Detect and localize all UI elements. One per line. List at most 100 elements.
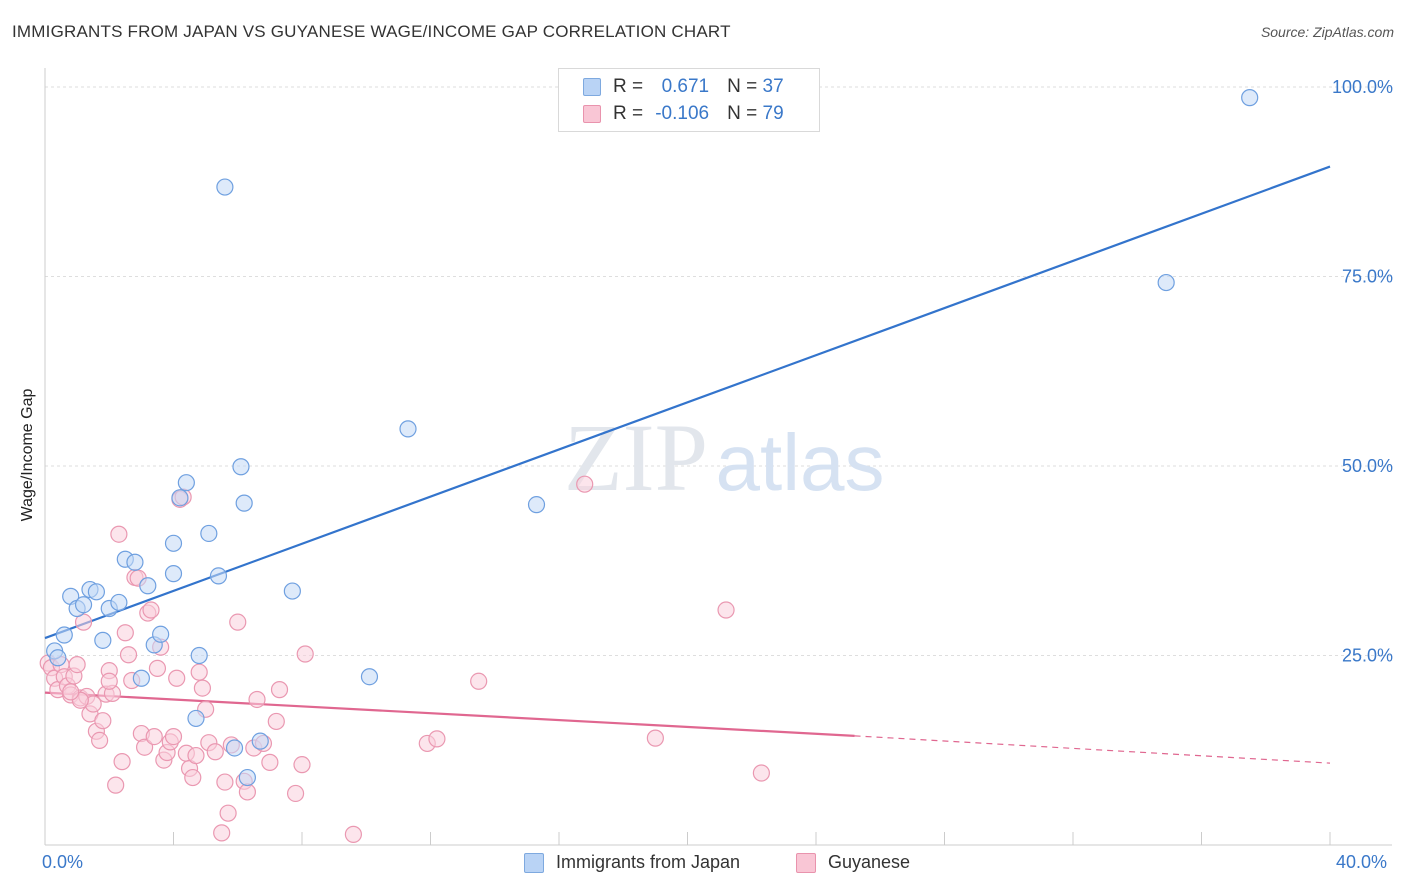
legend-n-value: 37	[762, 76, 784, 97]
trend-line-guyanese	[44, 691, 855, 737]
data-point-guyanese	[193, 679, 212, 697]
x-tick-label-max: 40.0%	[1336, 852, 1388, 872]
data-point-guyanese	[145, 728, 163, 746]
data-point-japan	[251, 732, 269, 750]
y-tick-label: 100.0%	[1332, 77, 1393, 97]
bottom-legend-label-guyanese: Guyanese	[828, 852, 911, 872]
data-point-japan	[527, 496, 546, 514]
data-point-guyanese	[717, 601, 735, 619]
data-point-japan	[164, 565, 183, 583]
bottom-legend-label-japan: Immigrants from Japan	[556, 852, 741, 872]
watermark-zip: ZIP	[564, 404, 708, 511]
data-point-guyanese	[470, 672, 488, 690]
legend-swatch-japan	[583, 78, 601, 96]
data-point-guyanese	[68, 655, 86, 674]
data-point-japan	[55, 626, 73, 644]
data-point-guyanese	[296, 645, 314, 663]
legend-r-label: R =	[613, 103, 644, 124]
axes	[44, 68, 1392, 846]
trend-line-japan	[44, 165, 1331, 640]
data-point-guyanese	[267, 712, 285, 731]
data-point-guyanese	[229, 613, 247, 631]
legend-row-guyanese: R = -0.106 N = 79	[583, 101, 784, 127]
data-point-guyanese	[91, 731, 109, 749]
bottom-legend-japan: Immigrants from Japan	[524, 852, 740, 873]
data-point-guyanese	[116, 624, 134, 642]
data-point-guyanese	[184, 768, 202, 787]
data-point-guyanese	[164, 728, 183, 746]
data-point-japan	[216, 178, 234, 196]
data-point-guyanese	[107, 776, 125, 794]
watermark: ZIP atlas	[564, 404, 884, 511]
data-point-guyanese	[94, 712, 112, 730]
legend-n-label: N =	[727, 76, 758, 97]
data-point-japan	[126, 553, 144, 571]
data-point-guyanese	[190, 663, 208, 681]
data-point-guyanese	[576, 475, 594, 493]
data-point-japan	[283, 582, 301, 600]
data-point-guyanese	[119, 646, 138, 664]
data-point-japan	[110, 593, 128, 612]
data-point-guyanese	[168, 669, 186, 687]
legend-row-japan: R = 0.671 N = 37	[583, 74, 784, 100]
data-point-japan	[132, 669, 150, 687]
data-point-japan	[209, 567, 228, 585]
data-point-guyanese	[428, 730, 446, 748]
trend-lines	[44, 165, 1331, 764]
data-point-guyanese	[216, 773, 234, 791]
data-point-guyanese	[344, 825, 362, 843]
data-point-japan	[399, 420, 417, 438]
data-point-guyanese	[286, 784, 305, 803]
y-tick-label: 50.0%	[1342, 456, 1393, 476]
data-point-guyanese	[213, 824, 231, 842]
data-point-japan	[360, 668, 379, 686]
legend-n-value: 79	[762, 103, 784, 124]
data-point-japan	[1157, 273, 1175, 292]
data-point-guyanese	[261, 753, 279, 771]
data-point-japan	[225, 739, 244, 757]
data-point-guyanese	[752, 764, 770, 782]
data-point-guyanese	[148, 659, 167, 677]
data-point-guyanese	[646, 729, 664, 747]
data-point-guyanese	[270, 681, 289, 699]
data-point-japan	[139, 577, 157, 595]
legend-r-label: R =	[613, 76, 644, 97]
data-point-japan	[177, 474, 195, 492]
data-point-japan	[190, 646, 208, 665]
legend-r-value: -0.106	[655, 103, 710, 124]
data-point-japan	[87, 583, 106, 601]
data-point-japan	[235, 494, 253, 512]
data-point-guyanese	[100, 672, 118, 690]
legend-n-label: N =	[727, 103, 758, 124]
data-point-guyanese	[206, 743, 224, 761]
data-point-guyanese	[238, 783, 256, 801]
gridlines	[45, 86, 1392, 656]
data-point-japan	[94, 631, 112, 649]
data-point-japan	[187, 709, 205, 728]
bottom-legend-swatch-japan	[524, 852, 544, 873]
bottom-legend-guyanese: Guyanese	[796, 852, 910, 873]
data-point-guyanese	[219, 804, 237, 822]
data-points	[39, 89, 1259, 843]
y-tick-label: 25.0%	[1342, 646, 1393, 666]
data-point-japan	[49, 649, 67, 667]
data-point-guyanese	[187, 746, 205, 765]
data-point-guyanese	[293, 756, 311, 774]
data-point-japan	[164, 534, 183, 552]
data-point-japan	[1241, 89, 1259, 107]
data-point-japan	[232, 458, 250, 476]
data-point-guyanese	[113, 753, 131, 771]
y-tick-labels: 25.0% 50.0% 75.0% 100.0%	[1332, 77, 1393, 666]
data-point-japan	[238, 768, 256, 787]
x-tick-label-min: 0.0%	[42, 852, 84, 872]
data-point-guyanese	[135, 738, 154, 756]
stats-legend: R = 0.671 N = 37 R = -0.106 N = 79	[558, 68, 820, 132]
data-point-guyanese	[62, 683, 80, 701]
data-point-japan	[171, 489, 189, 507]
legend-r-value: 0.671	[661, 76, 710, 97]
data-point-guyanese	[110, 525, 128, 543]
y-tick-label: 75.0%	[1342, 267, 1393, 287]
data-point-guyanese	[142, 601, 160, 619]
data-point-japan	[200, 524, 218, 543]
